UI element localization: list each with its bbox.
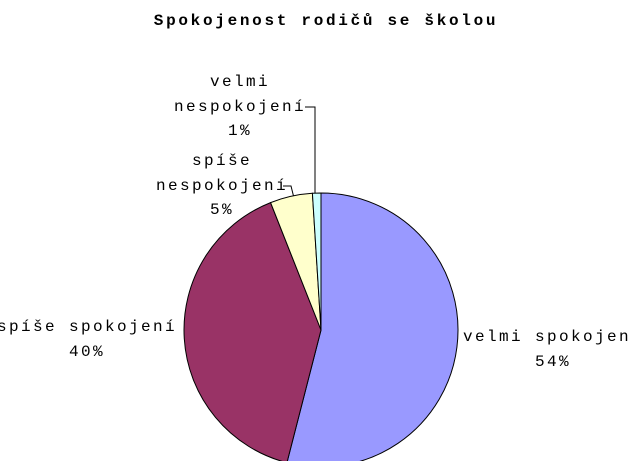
slice-label: spíše nespokojení — [155, 152, 289, 195]
slice-value-label: 54% — [534, 353, 571, 371]
leader-line — [283, 185, 295, 199]
slice-label: spíše spokojení — [0, 318, 178, 336]
pie-slice — [286, 192, 459, 461]
pie-slice — [183, 201, 322, 461]
slice-value-label: 1% — [227, 122, 252, 140]
slice-value-label: 40% — [68, 343, 105, 361]
chart-title: Spokojenost rodičů se školou — [153, 12, 499, 30]
leader-line — [305, 106, 316, 193]
pie-slice — [311, 192, 322, 331]
slice-value-label: 5% — [209, 201, 234, 219]
slice-label: velmi nespokojení — [173, 73, 307, 116]
slice-label: velmi spokojení — [462, 328, 632, 346]
